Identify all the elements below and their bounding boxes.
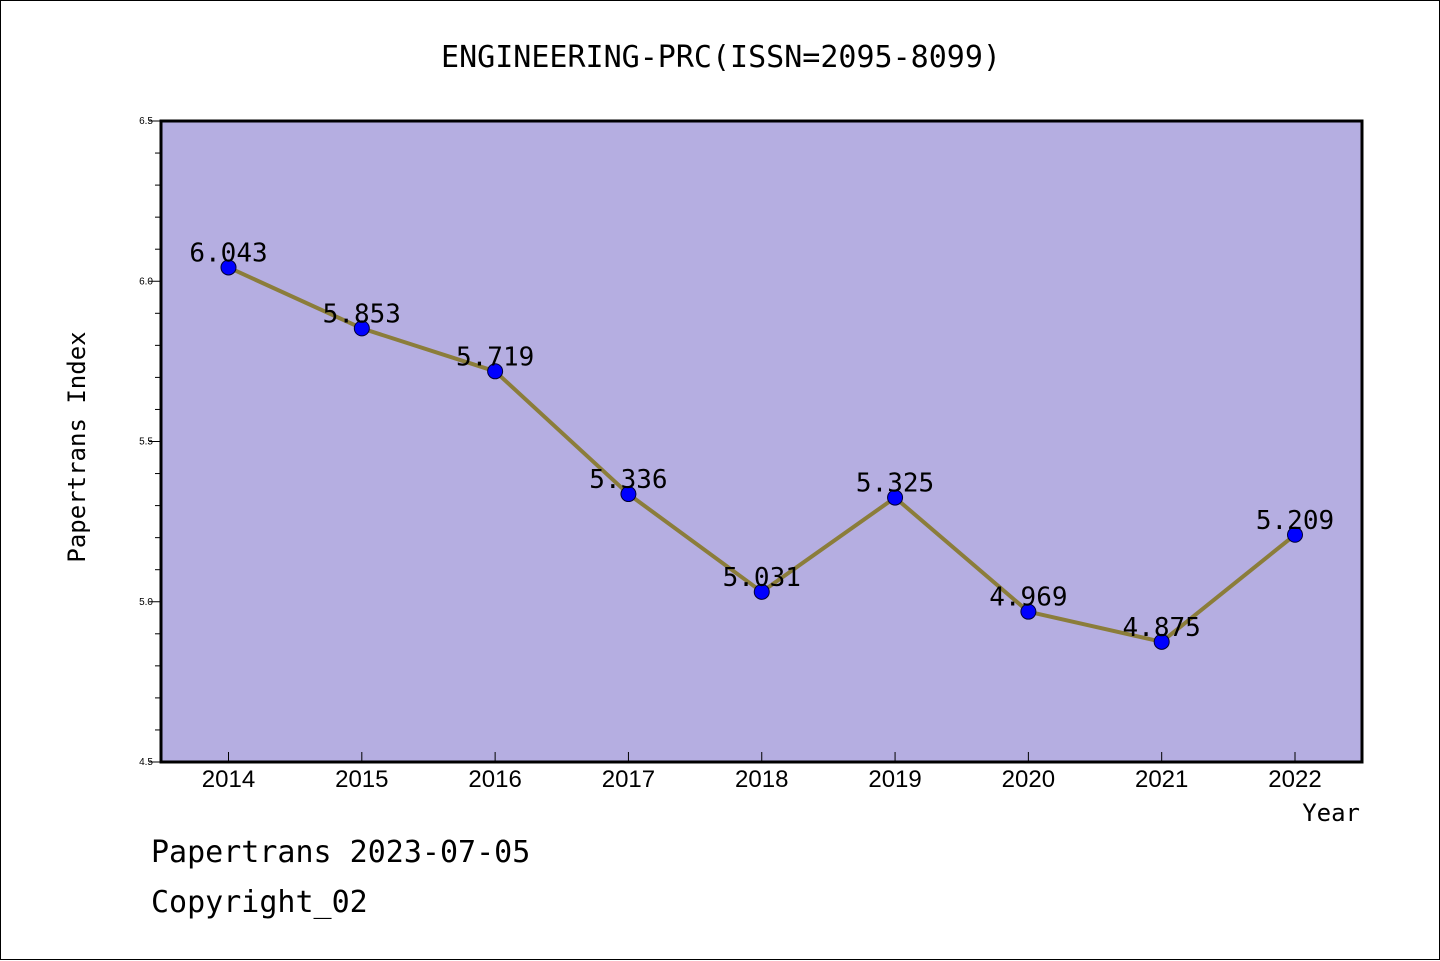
data-point bbox=[1020, 603, 1037, 620]
series-layer: 6.043 5.853 5.719 5.336 5.031 5.325 4.969 4.875… bbox=[189, 238, 1334, 650]
x-tick-label: 2019 bbox=[868, 766, 921, 793]
chart-title: ENGINEERING-PRC(ISSN=2095-8099) bbox=[441, 40, 1001, 75]
data-point bbox=[753, 583, 770, 600]
data-label: 4.875 bbox=[1123, 613, 1201, 643]
data-point bbox=[353, 320, 370, 337]
x-tick-label: 2017 bbox=[602, 766, 655, 793]
x-tick-label: 2020 bbox=[1002, 766, 1055, 793]
data-label: 5.853 bbox=[323, 299, 401, 329]
footer-date: Papertrans 2023-07-05 bbox=[151, 835, 531, 870]
data-point bbox=[887, 489, 904, 506]
data-point bbox=[487, 363, 504, 380]
y-tick-label: 4.5 bbox=[139, 757, 153, 768]
x-tick-label: 2015 bbox=[335, 766, 388, 793]
plot-border bbox=[159, 119, 1364, 764]
data-label: 5.336 bbox=[589, 465, 667, 495]
y-tick-label: 5.5 bbox=[139, 437, 153, 448]
x-tick-label: 2022 bbox=[1268, 766, 1321, 793]
x-tick-label: 2016 bbox=[468, 766, 521, 793]
x-axis-ticks: 2014 2015 2016 2017 2018 2019 2020 2021 2022 bbox=[202, 752, 1322, 793]
footer-copyright: Copyright_02 bbox=[151, 885, 368, 920]
data-point bbox=[1287, 526, 1303, 543]
y-tick-label: 6.0 bbox=[139, 276, 153, 287]
x-tick-label: 2021 bbox=[1135, 766, 1188, 793]
y-tick-label: 5.0 bbox=[139, 597, 153, 608]
data-label: 5.719 bbox=[456, 342, 534, 372]
data-label: 5.031 bbox=[723, 563, 801, 593]
data-label: 6.043 bbox=[189, 238, 267, 268]
x-tick-label: 2018 bbox=[735, 766, 788, 793]
x-tick-label: 2014 bbox=[202, 766, 255, 793]
y-axis-label: Papertrans Index bbox=[63, 331, 91, 562]
data-point bbox=[620, 486, 637, 503]
y-tick-label: 6.5 bbox=[139, 116, 153, 127]
data-point bbox=[220, 259, 237, 276]
data-point bbox=[1153, 633, 1170, 650]
data-label: 5.209 bbox=[1256, 506, 1334, 536]
data-label: 5.325 bbox=[856, 469, 934, 499]
plot-area bbox=[161, 121, 1362, 762]
x-axis-label: Year bbox=[1302, 799, 1360, 827]
data-label: 4.969 bbox=[989, 583, 1067, 613]
y-axis-ticks: 4.5 5.0 5.5 6.0 6.5 bbox=[139, 116, 161, 768]
